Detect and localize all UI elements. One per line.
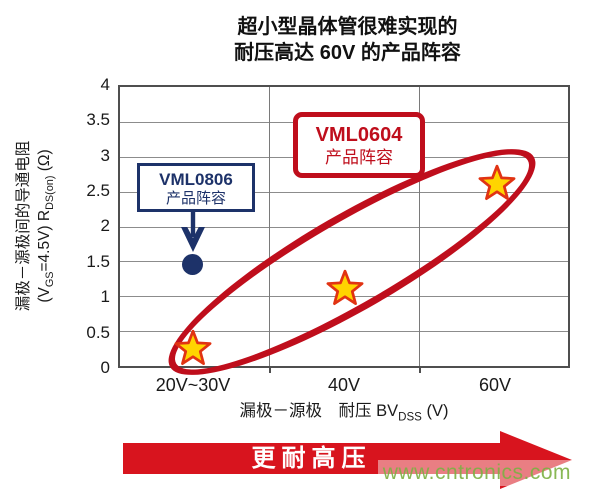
y-axis-title-line1: 漏极－源极间的导通电阻 xyxy=(14,140,32,312)
x-tick-label: 60V xyxy=(478,375,512,395)
chart-title-line1: 超小型晶体管很难实现的 xyxy=(237,16,458,38)
x-axis-tick xyxy=(419,368,421,373)
gridline-vertical xyxy=(418,87,420,366)
vml0604-label-box: VML0604 产品阵容 xyxy=(293,112,425,178)
down-arrow-icon xyxy=(181,211,205,252)
gridline-horizontal xyxy=(120,261,568,263)
x-tick-label: 20V~30V xyxy=(155,375,231,395)
vml0806-name: VML0806 xyxy=(159,170,233,189)
x-tick-label: 40V xyxy=(327,375,361,395)
vml0806-caption: 产品阵容 xyxy=(165,190,226,207)
y-axis-title-line2: (VGS=4.5V) RDS(on) (Ω) xyxy=(35,149,57,303)
y-axis-title: 漏极－源极间的导通电阻 (VGS=4.5V) RDS(on) (Ω) xyxy=(13,141,61,312)
gridline-horizontal xyxy=(120,331,568,333)
y-tick-label: 2 xyxy=(100,216,110,235)
vml0806-dot-marker xyxy=(182,254,203,275)
x-axis-tick xyxy=(269,368,271,373)
chart-title-line2: 耐压高达 60V 的产品阵容 xyxy=(234,42,461,64)
y-tick-label: 4 xyxy=(100,75,110,94)
star-marker-20v30v xyxy=(174,329,212,365)
gridline-horizontal xyxy=(120,226,568,228)
banner-label: 更耐高压 xyxy=(251,445,372,472)
right-arrow-banner xyxy=(123,431,572,489)
vml0604-caption: 产品阵容 xyxy=(325,148,393,167)
chart-title: 超小型晶体管很难实现的 耐压高达 60V 的产品阵容 xyxy=(120,14,575,66)
y-tick-label: 0 xyxy=(100,358,110,377)
vml0604-name: VML0604 xyxy=(315,124,403,146)
y-tick-label: 2.5 xyxy=(86,181,110,200)
y-tick-label: 1 xyxy=(100,287,110,306)
y-tick-label: 3.5 xyxy=(86,110,110,129)
y-tick-label: 1.5 xyxy=(86,252,110,271)
star-marker-40v xyxy=(326,269,364,305)
x-axis-title: 漏极－源极 耐压 BVDSS (V) xyxy=(239,402,449,424)
y-tick-label: 3 xyxy=(100,146,110,165)
y-tick-label: 0.5 xyxy=(86,323,110,342)
watermark-text: www.cntronics.com xyxy=(377,460,576,486)
gridline-horizontal xyxy=(120,191,568,193)
gridline-vertical xyxy=(269,87,271,366)
star-marker-60v xyxy=(478,164,516,200)
vml0806-label-box: VML0806 产品阵容 xyxy=(137,163,255,212)
